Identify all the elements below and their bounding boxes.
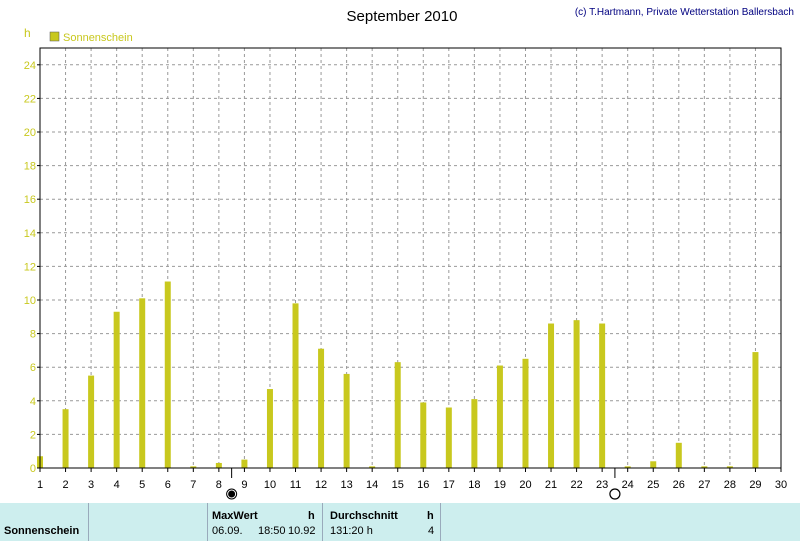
bar-day-16	[420, 402, 427, 468]
y-axis-unit: h	[24, 26, 31, 40]
avg-count: 4	[428, 525, 435, 537]
x-tick-label: 22	[570, 479, 582, 491]
bar-day-10	[266, 389, 273, 468]
y-tick-label: 24	[24, 60, 36, 72]
bar-day-13	[343, 373, 350, 468]
bar-day-28	[726, 466, 733, 468]
bar-day-15	[394, 362, 401, 468]
avg-value: 131:20 h	[330, 525, 373, 537]
max-time: 18:50	[258, 525, 286, 537]
x-tick-label: 29	[749, 479, 761, 491]
bar-day-18	[471, 399, 478, 468]
x-tick-label: 10	[264, 479, 276, 491]
y-tick-label: 6	[30, 362, 36, 374]
bar-day-4	[113, 311, 120, 468]
avg-unit: h	[427, 510, 434, 522]
bar-day-7	[190, 466, 197, 468]
x-tick-label: 23	[596, 479, 608, 491]
bar-day-12	[318, 348, 325, 468]
bar-day-21	[548, 323, 555, 468]
bar-day-14	[369, 466, 376, 468]
bar-day-20	[522, 358, 529, 468]
x-tick-label: 25	[647, 479, 659, 491]
bar-day-2	[62, 409, 69, 468]
summary-avg-cell: Durchschnitt h 131:20 h 4	[323, 503, 441, 541]
bar-day-24	[624, 466, 631, 468]
x-tick-label: 18	[468, 479, 480, 491]
x-tick-label: 1	[37, 479, 43, 491]
bars	[37, 281, 759, 468]
x-tick-label: 26	[673, 479, 685, 491]
copyright-text: (c) T.Hartmann, Private Wetterstation Ba…	[575, 7, 794, 18]
plot-frame	[39, 47, 782, 469]
x-tick-label: 7	[190, 479, 196, 491]
y-tick-label: 14	[24, 228, 36, 240]
bar-day-26	[675, 442, 682, 468]
x-tick-label: 2	[62, 479, 68, 491]
x-tick-label: 9	[241, 479, 247, 491]
x-tick-label: 20	[519, 479, 531, 491]
y-tick-label: 10	[24, 295, 36, 307]
bar-day-6	[164, 281, 171, 468]
x-tick-label: 13	[340, 479, 352, 491]
grid	[40, 48, 781, 468]
bar-day-25	[650, 461, 657, 468]
max-value: 10.92	[288, 525, 316, 537]
max-unit: h	[308, 510, 315, 522]
summary-row-label: Sonnenschein	[4, 525, 80, 537]
bar-day-8	[215, 462, 222, 468]
bar-day-22	[573, 320, 580, 468]
bar-day-11	[292, 303, 299, 468]
x-tick-label: 11	[290, 479, 301, 491]
bar-day-5	[139, 298, 146, 468]
bar-day-29	[752, 352, 759, 468]
legend-swatch	[49, 31, 60, 42]
x-tick-label: 19	[494, 479, 506, 491]
y-tick-label: 8	[30, 329, 36, 341]
x-tick-label: 17	[443, 479, 455, 491]
max-date: 06.09.	[212, 525, 243, 537]
bar-day-17	[445, 407, 452, 468]
summary-label-cell: Sonnenschein	[0, 503, 89, 541]
y-tick-label: 16	[24, 194, 36, 206]
max-header: MaxWert	[212, 510, 258, 522]
x-tick-label: 28	[724, 479, 736, 491]
y-tick-label: 22	[24, 93, 36, 105]
summary-empty-cell	[89, 503, 208, 541]
y-tick-label: 12	[24, 261, 36, 273]
bar-day-19	[496, 365, 503, 468]
legend-label: Sonnenschein	[63, 32, 133, 44]
sunshine-chart: September 2010 (c) T.Hartmann, Private W…	[24, 7, 794, 500]
full-moon-icon	[609, 488, 621, 500]
x-tick-label: 6	[165, 479, 171, 491]
bar-day-23	[599, 323, 606, 468]
y-tick-label: 4	[30, 396, 36, 408]
x-tick-label: 24	[622, 479, 634, 491]
new-moon-icon-core	[228, 490, 236, 498]
x-tick-label: 15	[392, 479, 404, 491]
x-tick-label: 5	[139, 479, 145, 491]
summary-max-cell: MaxWert h 06.09. 18:50 10.92	[208, 503, 323, 541]
x-tick-label: 3	[88, 479, 94, 491]
x-tick-label: 4	[114, 479, 120, 491]
y-tick-label: 18	[24, 161, 36, 173]
y-tick-label: 20	[24, 127, 36, 139]
x-tick-label: 8	[216, 479, 222, 491]
summary-table: Sonnenschein MaxWert h 06.09. 18:50 10.9…	[0, 503, 800, 541]
x-tick-label: 14	[366, 479, 378, 491]
x-tick-label: 16	[417, 479, 429, 491]
x-tick-label: 27	[698, 479, 710, 491]
bar-day-9	[241, 459, 248, 468]
x-tick-label: 30	[775, 479, 787, 491]
bar-day-3	[88, 375, 95, 468]
bar-day-27	[701, 466, 708, 468]
chart-title: September 2010	[347, 8, 458, 25]
avg-header: Durchschnitt	[330, 510, 398, 522]
x-tick-label: 21	[545, 479, 557, 491]
y-tick-label: 0	[30, 463, 36, 475]
x-tick-label: 12	[315, 479, 327, 491]
y-tick-label: 2	[30, 429, 36, 441]
